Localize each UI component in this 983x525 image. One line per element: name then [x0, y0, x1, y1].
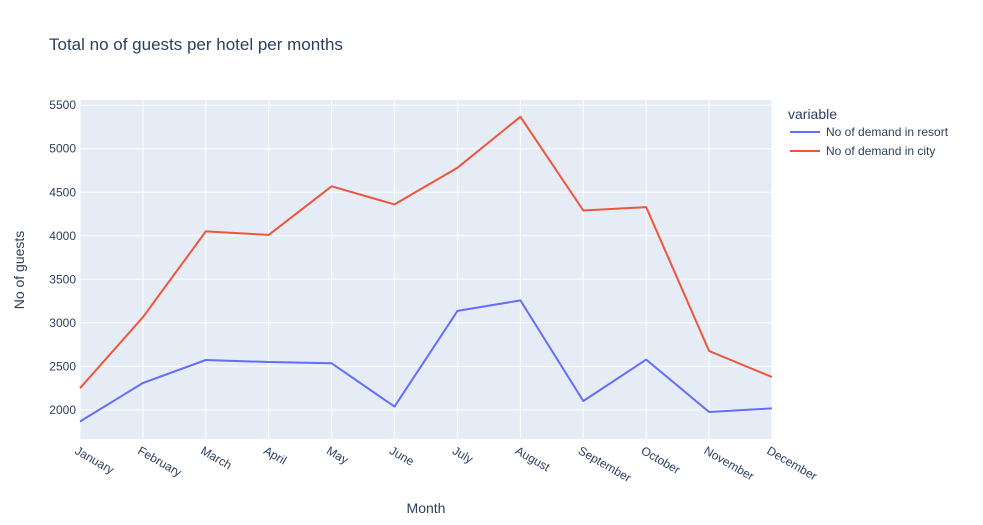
x-tick-label: November	[702, 443, 757, 483]
x-tick-label: June	[387, 443, 417, 468]
y-tick-label: 5500	[49, 98, 76, 112]
y-tick-label: 4500	[49, 185, 76, 199]
series-lines	[79, 115, 773, 423]
x-tick-label: May	[324, 443, 351, 466]
x-tick-label: September	[576, 443, 634, 484]
legend-item-2[interactable]: No of demand in city	[790, 144, 935, 158]
y-tick-label: 3500	[49, 272, 76, 286]
x-tick-label: April	[261, 443, 289, 467]
x-tick-label: February	[135, 443, 184, 479]
x-axis-title: Month	[407, 500, 446, 516]
x-tick-label: January	[73, 443, 117, 476]
legend-title: variable	[788, 106, 837, 122]
x-tick-label: July	[450, 443, 475, 466]
legend[interactable]: variable No of demand in resort No of dem…	[788, 106, 949, 158]
x-axis-ticks: January February March April May June July Augu…	[73, 443, 820, 484]
gridlines	[79, 100, 773, 439]
y-tick-label: 2000	[49, 403, 76, 417]
y-tick-label: 4000	[49, 229, 76, 243]
y-tick-label: 2500	[49, 359, 76, 373]
series-line-2	[79, 115, 773, 389]
legend-label: No of demand in city	[826, 144, 935, 158]
y-tick-label: 5000	[49, 142, 76, 156]
legend-item-1[interactable]: No of demand in resort	[790, 125, 949, 139]
chart-title: Total no of guests per hotel per months	[49, 35, 343, 54]
legend-label: No of demand in resort	[826, 125, 949, 139]
series-line-1	[79, 299, 773, 423]
x-tick-label: March	[198, 443, 234, 472]
x-tick-label: August	[513, 443, 553, 474]
y-axis-title: No of guests	[11, 231, 27, 310]
y-axis-ticks: 2000 2500 3000 3500 4000 4500 5000 5500	[49, 98, 76, 417]
x-tick-label: October	[639, 443, 683, 476]
y-tick-label: 3000	[49, 316, 76, 330]
plot-area	[80, 100, 772, 439]
x-tick-label: December	[765, 443, 820, 483]
